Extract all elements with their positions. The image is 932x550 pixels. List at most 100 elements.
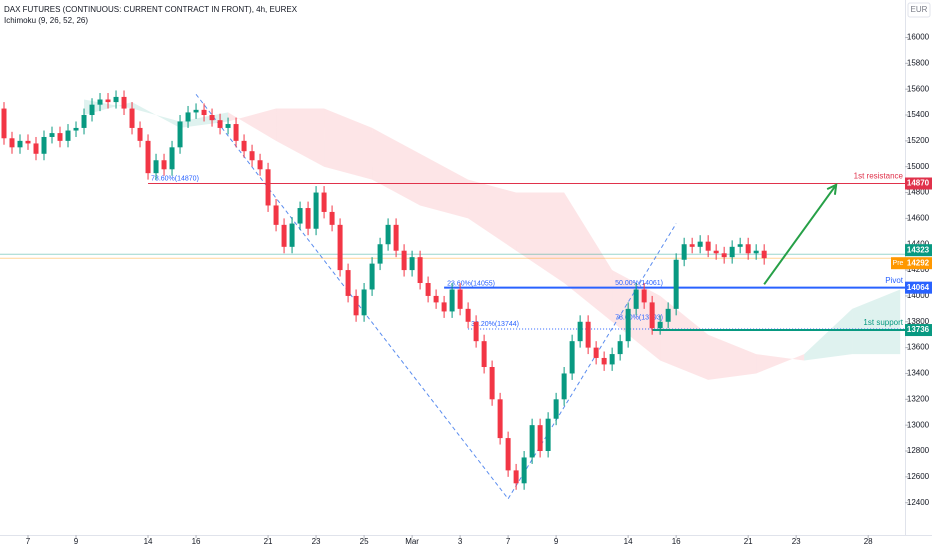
candle-body — [601, 357, 607, 365]
level-price-box — [905, 281, 932, 294]
candle-body — [577, 321, 583, 342]
candle-body — [297, 208, 303, 224]
candle-body — [321, 192, 327, 212]
candle-body — [161, 160, 167, 170]
candle-body — [209, 115, 215, 121]
currency-box[interactable] — [907, 2, 931, 18]
x-tick-label: 9 — [554, 537, 559, 546]
price-label: 14292 — [907, 258, 930, 267]
candle-body — [273, 205, 279, 225]
candle-body — [417, 257, 423, 284]
fib-label: 78.60%(13793) — [615, 315, 663, 322]
candle-body — [665, 308, 671, 322]
x-tick-label: 14 — [144, 537, 153, 546]
candle-body — [433, 295, 439, 303]
price-label: 14323 — [907, 245, 930, 254]
y-tick-label: 12400 — [907, 498, 930, 507]
candle-body — [337, 224, 343, 271]
candle-body — [41, 136, 47, 154]
candle-body — [641, 289, 647, 303]
candle-body — [673, 259, 679, 309]
x-tick-label: 3 — [458, 537, 463, 546]
currency[interactable]: EUR — [911, 5, 928, 14]
level-price: 14870 — [907, 179, 930, 188]
candle-body — [401, 250, 407, 271]
candle-body — [385, 224, 391, 245]
candle-body — [713, 250, 719, 254]
candle-body — [505, 438, 511, 471]
x-tick-label: 23 — [312, 537, 321, 546]
y-tick-label: 12800 — [907, 446, 930, 455]
ichimoku-cloud — [468, 179, 517, 251]
candle-body — [313, 192, 319, 229]
ichimoku-cloud — [324, 108, 373, 180]
candle-body — [97, 99, 103, 105]
candle-body — [73, 127, 79, 131]
price-tag: Pre — [893, 260, 904, 267]
ichimoku-cloud — [228, 108, 277, 141]
candle-body — [185, 112, 191, 122]
candle-body — [129, 108, 135, 128]
ichimoku-cloud — [660, 295, 709, 380]
candle-body — [609, 354, 615, 365]
x-tick-label: 7 — [26, 537, 31, 546]
x-tick-label: 23 — [792, 537, 801, 546]
y-tick-label: 14600 — [907, 214, 930, 223]
candle-body — [145, 140, 151, 174]
candle-body — [177, 121, 183, 148]
candle-body — [537, 425, 543, 452]
forecast-arrow — [763, 184, 837, 285]
x-tick-label: 21 — [264, 537, 273, 546]
y-tick-label: 14200 — [907, 265, 930, 274]
candle-body — [473, 321, 479, 342]
candle-body — [369, 263, 375, 290]
indicator-label: Ichimoku (9, 26, 52, 26) — [4, 16, 88, 25]
candle-body — [17, 140, 23, 148]
fib-label: 50.00%(14061) — [615, 280, 663, 287]
candle-body — [449, 289, 455, 312]
candle-body — [721, 253, 727, 258]
y-tick-label: 14400 — [907, 239, 930, 248]
candle-body — [89, 104, 95, 116]
x-tick-label: Mar — [405, 537, 419, 546]
candle-body — [521, 457, 527, 484]
candle-body — [425, 283, 431, 296]
candle-body — [169, 147, 175, 170]
candle-body — [65, 130, 71, 141]
y-tick-label: 15600 — [907, 84, 930, 93]
candle-body — [745, 244, 751, 254]
candle-body — [249, 151, 255, 161]
candle-body — [225, 124, 231, 128]
candle-body — [657, 321, 663, 329]
candle-body — [545, 418, 551, 452]
candle-body — [153, 160, 159, 174]
y-tick-label: 13600 — [907, 343, 930, 352]
candle-body — [49, 133, 55, 137]
forecast-arrow-head — [826, 183, 838, 195]
ichimoku-cloud — [372, 127, 421, 206]
y-tick-label: 12600 — [907, 472, 930, 481]
ichimoku-cloud — [612, 270, 661, 361]
level-price-box — [905, 177, 932, 190]
candle-body — [593, 347, 599, 358]
level-name: Pivot — [885, 276, 904, 285]
candle-body — [257, 160, 263, 170]
candle-body — [241, 140, 247, 152]
x-tick-label: 7 — [506, 537, 511, 546]
candle-body — [137, 127, 143, 141]
x-tick-label: 28 — [864, 537, 873, 546]
candle-body — [561, 373, 567, 400]
level-price: 13736 — [907, 325, 930, 334]
candle-body — [201, 109, 207, 116]
level-price: 14064 — [907, 283, 930, 292]
candle-body — [33, 143, 39, 154]
ichimoku-cloud — [708, 334, 757, 380]
candle-body — [489, 367, 495, 400]
candle-body — [617, 341, 623, 355]
ichimoku-cloud — [564, 192, 613, 322]
fib-label: 78.60%(14870) — [151, 175, 199, 182]
candle-body — [81, 115, 87, 128]
candle-body — [281, 224, 287, 247]
x-tick-label: 16 — [192, 537, 201, 546]
